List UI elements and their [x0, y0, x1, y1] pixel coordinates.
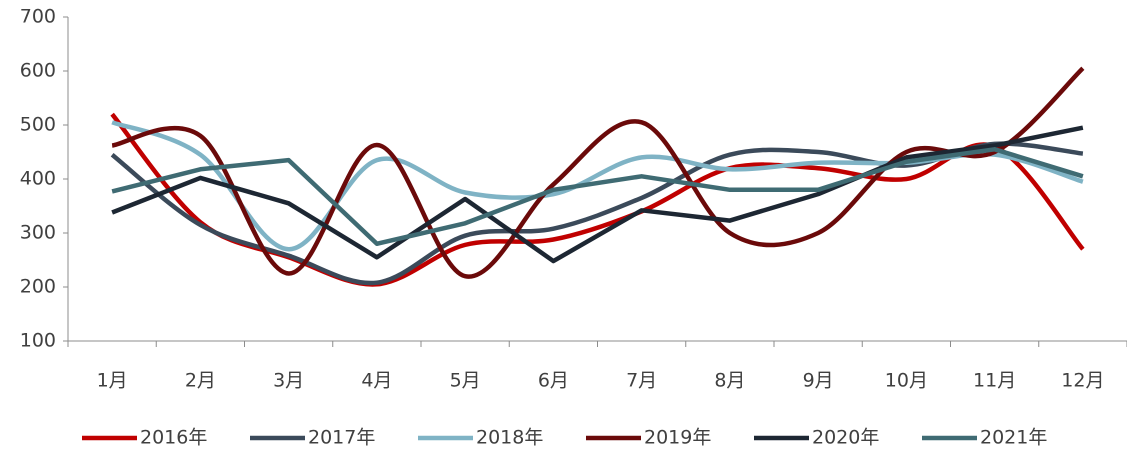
line-series — [111, 66, 1085, 279]
x-tick-label: 11月 — [973, 370, 1016, 392]
legend-label: 2016年 — [140, 427, 207, 449]
x-tick-label: 9月 — [803, 370, 834, 392]
y-tick-label: 500 — [20, 114, 56, 136]
x-tick-label: 12月 — [1061, 370, 1104, 392]
line-series — [111, 147, 1084, 247]
legend-label: 2020年 — [812, 427, 879, 449]
x-tick-label: 4月 — [361, 370, 392, 392]
legend-label: 2017年 — [308, 427, 375, 449]
y-tick-label: 100 — [20, 330, 56, 352]
legend-label: 2019年 — [644, 427, 711, 449]
line-series — [111, 125, 1084, 264]
y-tick-label: 400 — [20, 168, 56, 190]
line-series — [110, 141, 1084, 286]
legend-label: 2018年 — [476, 427, 543, 449]
y-tick-label: 200 — [20, 276, 56, 298]
y-tick-label: 600 — [20, 60, 56, 82]
x-tick-label: 8月 — [714, 370, 745, 392]
x-tick-label: 1月 — [97, 370, 128, 392]
x-tick-label: 7月 — [626, 370, 657, 392]
x-tick-label: 6月 — [538, 370, 569, 392]
y-tick-label: 700 — [20, 6, 56, 28]
legend-label: 2021年 — [980, 427, 1047, 449]
x-tick-label: 10月 — [885, 370, 928, 392]
x-tick-label: 5月 — [450, 370, 481, 392]
x-tick-label: 2月 — [185, 370, 216, 392]
y-tick-label: 300 — [20, 222, 56, 244]
x-tick-label: 3月 — [273, 370, 304, 392]
